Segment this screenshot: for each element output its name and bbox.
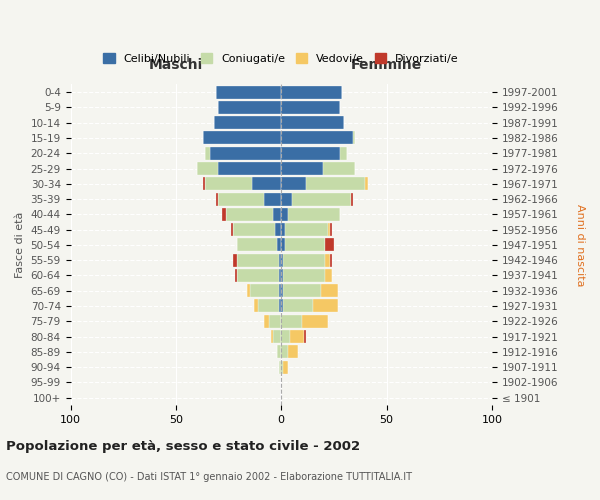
Bar — [216, 86, 281, 98]
Bar — [233, 254, 237, 266]
Bar — [307, 178, 365, 190]
Bar — [216, 192, 218, 205]
Bar — [269, 315, 281, 328]
Bar — [329, 223, 332, 236]
Bar — [287, 346, 298, 358]
Bar — [265, 315, 269, 328]
Bar — [281, 116, 344, 129]
Bar — [237, 269, 279, 282]
Bar — [281, 269, 283, 282]
Bar — [286, 223, 328, 236]
Bar — [205, 178, 252, 190]
Bar — [279, 254, 281, 266]
Bar — [235, 269, 237, 282]
Bar — [218, 162, 281, 175]
Bar — [281, 208, 287, 221]
Text: COMUNE DI CAGNO (CO) - Dati ISTAT 1° gennaio 2002 - Elaborazione TUTTITALIA.IT: COMUNE DI CAGNO (CO) - Dati ISTAT 1° gen… — [6, 472, 412, 482]
Bar — [290, 330, 304, 343]
Bar — [279, 300, 281, 312]
Bar — [281, 223, 286, 236]
Bar — [281, 360, 283, 374]
Bar — [281, 178, 307, 190]
Text: Femmine: Femmine — [351, 58, 422, 72]
Bar — [351, 192, 353, 205]
Bar — [281, 315, 302, 328]
Bar — [279, 360, 281, 374]
Bar — [283, 254, 325, 266]
Bar — [237, 238, 277, 252]
Bar — [205, 146, 209, 160]
Bar — [283, 284, 321, 297]
Bar — [252, 178, 281, 190]
Bar — [313, 300, 338, 312]
Bar — [281, 132, 353, 144]
Bar — [283, 360, 287, 374]
Text: Maschi: Maschi — [149, 58, 203, 72]
Bar — [203, 132, 281, 144]
Bar — [281, 284, 283, 297]
Bar — [203, 178, 205, 190]
Bar — [321, 284, 338, 297]
Bar — [281, 86, 342, 98]
Bar — [254, 300, 258, 312]
Bar — [281, 238, 286, 252]
Bar — [233, 223, 275, 236]
Bar — [281, 330, 290, 343]
Bar — [265, 192, 281, 205]
Bar — [283, 269, 325, 282]
Bar — [258, 300, 279, 312]
Bar — [226, 208, 273, 221]
Bar — [277, 346, 281, 358]
Bar — [209, 146, 281, 160]
Bar — [230, 223, 233, 236]
Bar — [325, 254, 329, 266]
Bar — [328, 223, 329, 236]
Bar — [279, 284, 281, 297]
Text: Popolazione per età, sesso e stato civile - 2002: Popolazione per età, sesso e stato civil… — [6, 440, 360, 453]
Bar — [250, 284, 279, 297]
Bar — [281, 101, 340, 114]
Bar — [247, 284, 250, 297]
Bar — [237, 254, 279, 266]
Bar — [325, 269, 332, 282]
Bar — [273, 330, 281, 343]
Bar — [302, 315, 328, 328]
Bar — [218, 192, 265, 205]
Bar — [197, 162, 218, 175]
Bar — [323, 162, 355, 175]
Bar — [281, 346, 287, 358]
Bar — [281, 300, 283, 312]
Y-axis label: Fasce di età: Fasce di età — [15, 212, 25, 278]
Bar — [222, 208, 226, 221]
Bar — [281, 146, 340, 160]
Bar — [214, 116, 281, 129]
Bar — [275, 223, 281, 236]
Bar — [279, 269, 281, 282]
Bar — [218, 101, 281, 114]
Bar — [353, 132, 355, 144]
Bar — [340, 146, 347, 160]
Bar — [329, 254, 332, 266]
Y-axis label: Anni di nascita: Anni di nascita — [575, 204, 585, 286]
Bar — [304, 330, 307, 343]
Bar — [271, 330, 273, 343]
Bar — [281, 192, 292, 205]
Bar — [281, 254, 283, 266]
Bar — [273, 208, 281, 221]
Bar — [365, 178, 368, 190]
Bar — [281, 162, 323, 175]
Bar — [292, 192, 351, 205]
Bar — [325, 238, 334, 252]
Bar — [286, 238, 325, 252]
Bar — [283, 300, 313, 312]
Bar — [277, 238, 281, 252]
Legend: Celibi/Nubili, Coniugati/e, Vedovi/e, Divorziati/e: Celibi/Nubili, Coniugati/e, Vedovi/e, Di… — [99, 48, 463, 68]
Bar — [287, 208, 340, 221]
